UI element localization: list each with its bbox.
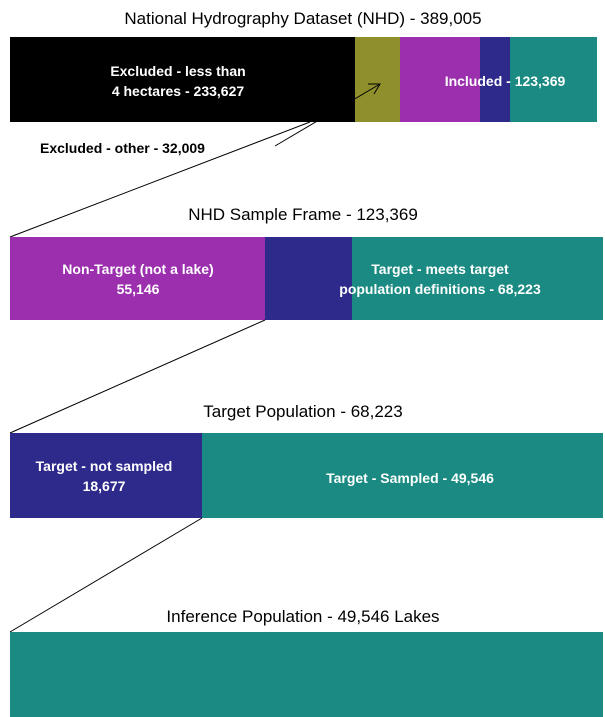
section-title: Target Population - 68,223: [203, 402, 402, 421]
segment: [355, 37, 400, 122]
segment: [10, 237, 265, 320]
label: Included - 123,369: [445, 73, 566, 89]
label: Excluded - less than: [110, 63, 245, 79]
segment: [202, 433, 603, 518]
pointer: [274, 83, 381, 147]
label: Target - Sampled - 49,546: [326, 470, 494, 486]
label: 4 hectares - 233,627: [112, 83, 245, 99]
label: 18,677: [83, 478, 126, 494]
label: Non-Target (not a lake): [62, 261, 213, 277]
connector: [9, 517, 203, 633]
segment: [352, 237, 603, 320]
segment: [400, 37, 480, 122]
label: population definitions - 68,223: [339, 281, 541, 297]
connector: [9, 121, 311, 238]
arrowhead: [368, 83, 381, 95]
label: Excluded - other - 32,009: [40, 140, 205, 156]
section-title: NHD Sample Frame - 123,369: [188, 205, 418, 224]
section-title: National Hydrography Dataset (NHD) - 389…: [124, 9, 481, 28]
segment: [10, 433, 202, 518]
label: Target - meets target: [371, 261, 509, 277]
label: 55,146: [117, 281, 160, 297]
segment: [510, 37, 597, 122]
label: Target - not sampled: [36, 458, 173, 474]
connector: [9, 319, 266, 434]
section-title: Inference Population - 49,546 Lakes: [166, 607, 439, 626]
segment: [480, 37, 510, 122]
segment: [10, 632, 603, 717]
segment: [10, 37, 355, 122]
segment: [265, 237, 352, 320]
